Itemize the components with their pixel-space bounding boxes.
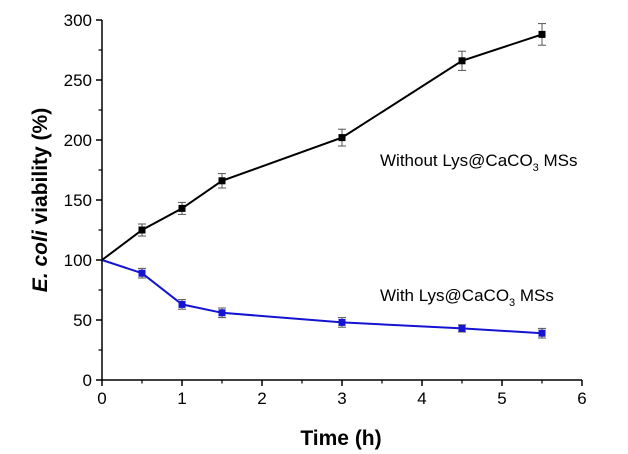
y-tick-label: 150	[64, 191, 92, 210]
x-tick-label: 0	[97, 389, 106, 408]
data-point	[458, 57, 466, 65]
data-point	[218, 309, 226, 317]
data-point	[338, 318, 346, 326]
series-annotation-with: With Lys@CaCO3 MSs	[380, 286, 554, 309]
y-tick-label: 300	[64, 11, 92, 30]
series-0	[101, 23, 546, 261]
data-point	[458, 324, 466, 332]
data-point	[178, 300, 186, 308]
x-tick-label: 4	[417, 389, 426, 408]
annotation-with-tail: MSs	[515, 286, 554, 305]
data-point	[218, 177, 226, 185]
series-annotation-without: Without Lys@CaCO3 MSs	[380, 151, 578, 174]
x-axis: 0 1 2 3 4 5 6	[97, 379, 587, 408]
y-tick-label: 250	[64, 71, 92, 90]
x-tick-label: 3	[337, 389, 346, 408]
x-tick-label: 1	[177, 389, 186, 408]
y-tick-label: 50	[73, 311, 92, 330]
data-point	[178, 204, 186, 212]
x-tick-label: 6	[577, 389, 586, 408]
y-tick-label: 100	[64, 251, 92, 270]
x-tick-label: 2	[257, 389, 266, 408]
series-1	[101, 259, 546, 339]
y-axis-title-italic: E. coli	[29, 229, 52, 292]
y-tick-label: 200	[64, 131, 92, 150]
y-tick-label: 0	[83, 371, 92, 390]
x-axis-title: Time (h)	[300, 427, 381, 450]
x-tick-label: 5	[497, 389, 506, 408]
annotation-without-sub: 3	[533, 162, 539, 174]
y-axis: 0 50 100 150 200 250 300	[64, 11, 103, 390]
annotation-with-main: With Lys@CaCO	[380, 286, 509, 305]
data-point	[338, 134, 346, 142]
data-point	[138, 226, 146, 234]
annotation-without-tail: MSs	[539, 151, 578, 170]
y-axis-title-rest: viability (%)	[29, 108, 52, 231]
series-line	[101, 33, 543, 261]
data-point	[138, 269, 146, 277]
data-point	[538, 30, 546, 38]
data-point	[538, 329, 546, 337]
plot-area	[101, 23, 546, 339]
annotation-without-main: Without Lys@CaCO	[380, 151, 533, 170]
y-axis-title: E. coli viability (%)	[29, 108, 52, 292]
annotation-with-sub: 3	[509, 297, 515, 309]
